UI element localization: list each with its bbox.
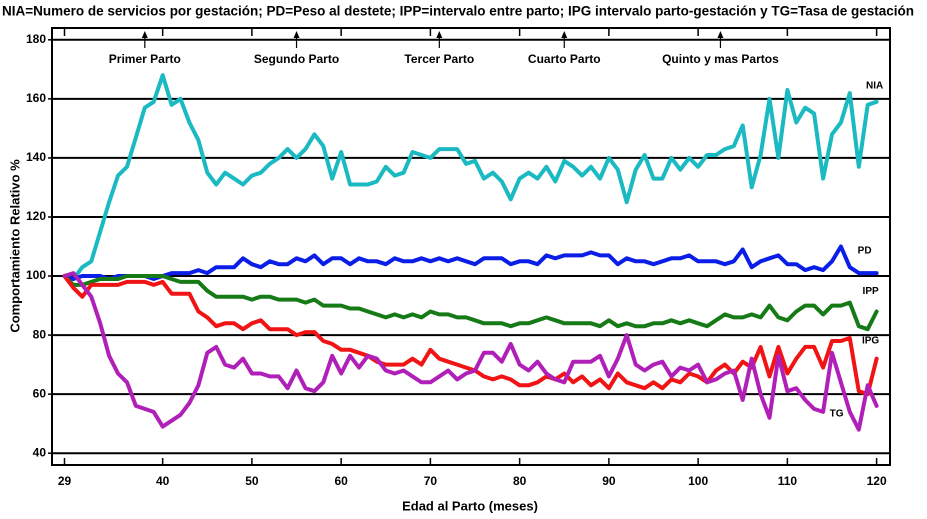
x-axis-label: Edad al Parto (meses) — [402, 498, 538, 513]
series-line — [62, 244, 879, 281]
y-tick-label: 80 — [33, 327, 47, 341]
annotation-arrowhead — [141, 31, 148, 38]
annotation: Quinto y mas Partos — [662, 52, 779, 66]
x-tick-label: 120 — [867, 474, 887, 488]
x-tick-label: 60 — [334, 474, 348, 488]
x-tick-label: 90 — [602, 474, 616, 488]
series-label: IPP — [863, 286, 879, 297]
plot-frame — [51, 27, 891, 466]
series-label: IPG — [862, 335, 879, 346]
y-tick-label: 180 — [26, 32, 46, 46]
x-tick-label: 29 — [58, 474, 72, 488]
y-tick-label: 60 — [33, 386, 47, 400]
series-label: PD — [858, 246, 872, 257]
y-tick-label: 120 — [26, 209, 46, 223]
y-tick-label: 160 — [26, 91, 46, 105]
annotation: Segundo Parto — [254, 52, 339, 66]
series-line — [62, 271, 879, 432]
annotation-arrowhead — [436, 31, 443, 38]
x-tick-label: 70 — [424, 474, 438, 488]
x-tick-label: 100 — [688, 474, 708, 488]
chart-title: NIA=Numero de servicios por gestación; P… — [2, 4, 914, 19]
y-axis-label: Comportamiento Relativo % — [7, 159, 22, 333]
y-tick-label: 140 — [26, 150, 46, 164]
series-line — [62, 274, 879, 332]
x-tick-label: 40 — [156, 474, 170, 488]
annotation: Cuarto Parto — [528, 52, 601, 66]
series-label: TG — [830, 409, 844, 420]
series-line — [62, 274, 879, 397]
annotation-arrowhead — [293, 31, 300, 38]
annotation-arrowhead — [717, 31, 724, 38]
annotation: Tercer Parto — [404, 52, 474, 66]
y-tick-label: 40 — [33, 445, 47, 459]
y-tick-label: 100 — [26, 268, 46, 282]
x-tick-label: 110 — [778, 474, 798, 488]
annotation-arrowhead — [561, 31, 568, 38]
annotation: Primer Parto — [109, 52, 181, 66]
series-label: NIA — [866, 80, 883, 91]
x-tick-label: 80 — [513, 474, 527, 488]
x-tick-label: 50 — [245, 474, 259, 488]
series-line — [62, 73, 879, 281]
